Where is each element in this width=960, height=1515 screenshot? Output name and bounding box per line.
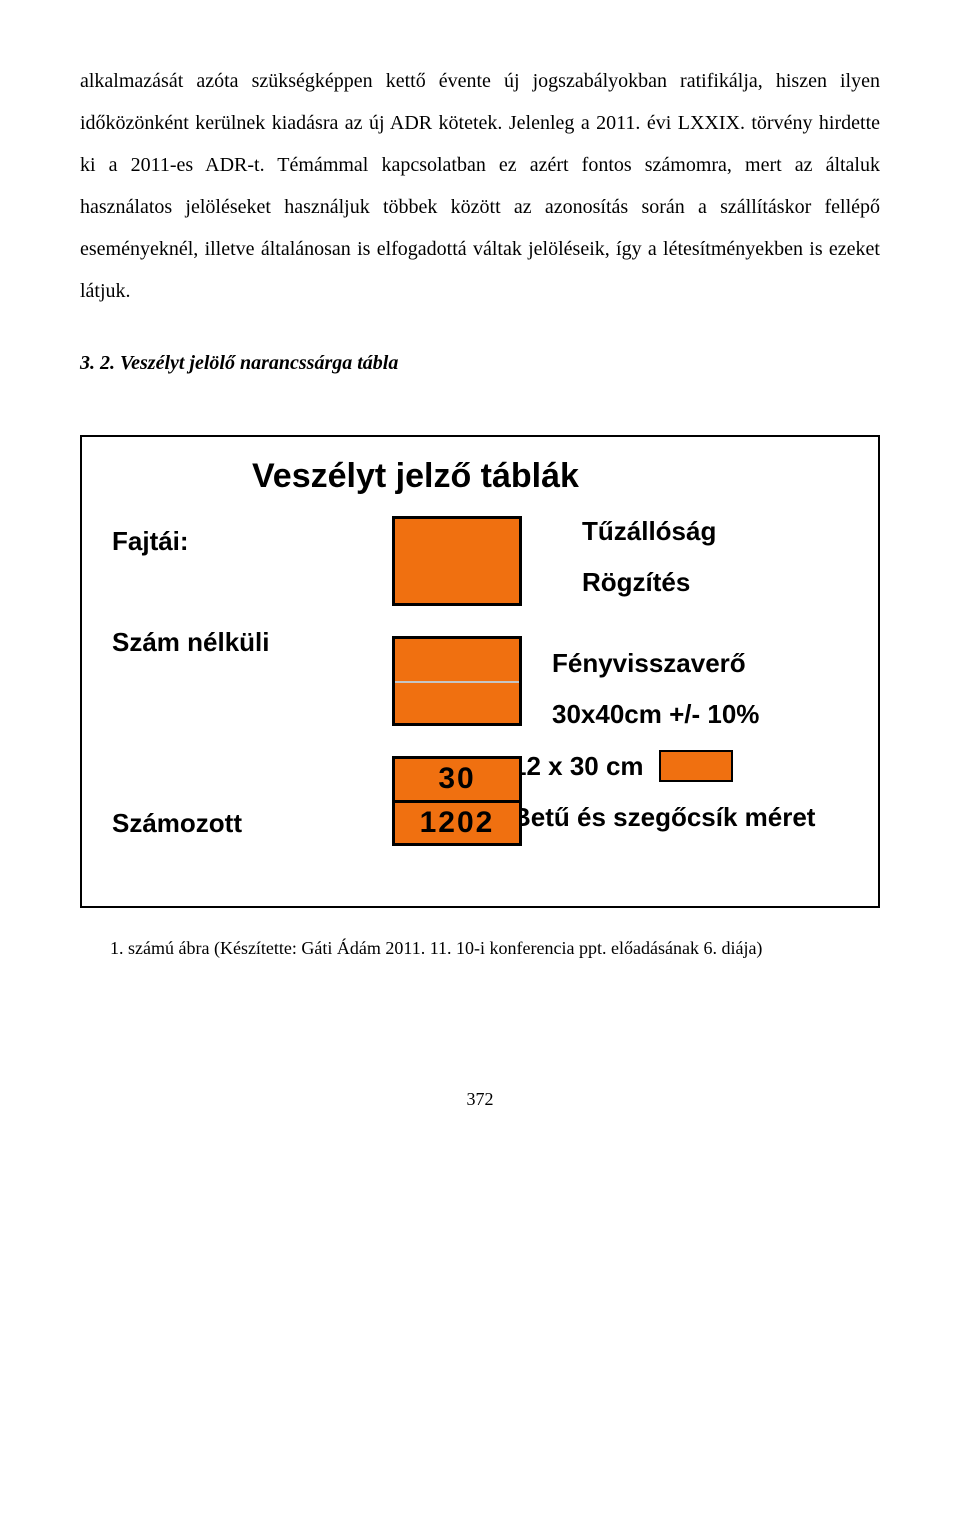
label-rogzites: Rögzítés	[582, 567, 848, 598]
plate-with-line	[392, 636, 522, 726]
plate-numbered-bottom: 1202	[395, 803, 519, 844]
label-size-12x30: 12 x 30 cm	[512, 750, 848, 782]
label-betu-szegocsik: Betű és szegőcsík méret	[512, 802, 848, 833]
page-number: 372	[0, 1089, 960, 1140]
label-szamozott: Számozott	[112, 808, 392, 839]
plate-plain	[392, 516, 522, 606]
section-heading: 3. 2. Veszélyt jelölő narancssárga tábla	[80, 352, 880, 375]
figure-center-column: 30 1202	[392, 516, 542, 876]
figure-box: Veszélyt jelző táblák Fajtái: Szám nélkü…	[80, 435, 880, 908]
figure-title: Veszélyt jelző táblák	[252, 457, 848, 496]
figure-body: Fajtái: Szám nélküli Számozott 30 1202 T…	[112, 516, 848, 876]
label-size-12x30-text: 12 x 30 cm	[512, 751, 644, 782]
plate-numbered: 30 1202	[392, 756, 522, 846]
plate-numbered-top: 30	[395, 759, 519, 803]
figure-caption: 1. számú ábra (Készítette: Gáti Ádám 201…	[80, 938, 880, 959]
figure-left-column: Fajtái: Szám nélküli Számozott	[112, 516, 392, 839]
label-fajtai: Fajtái:	[112, 526, 392, 557]
figure-right-column: Tűzállóság Rögzítés Fényvisszaverő 30x40…	[542, 516, 848, 853]
body-paragraph: alkalmazását azóta szükségképpen kettő é…	[80, 60, 880, 312]
label-size-30x40: 30x40cm +/- 10%	[552, 699, 848, 730]
label-fenyvisszavero: Fényvisszaverő	[552, 648, 848, 679]
label-tuzallosag: Tűzállóság	[582, 516, 848, 547]
small-plate-icon	[659, 750, 733, 782]
label-szam-nelkuli: Szám nélküli	[112, 627, 392, 658]
